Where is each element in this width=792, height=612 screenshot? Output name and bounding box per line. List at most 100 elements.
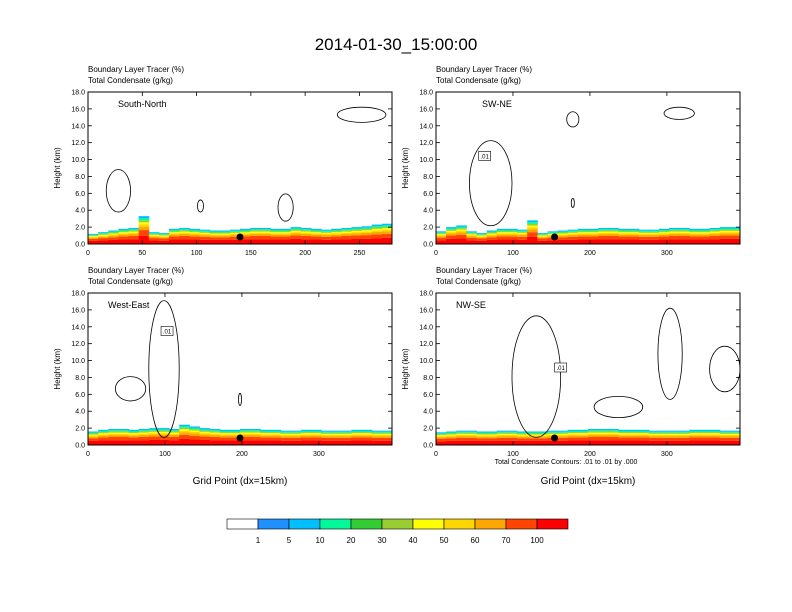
- tracer-cell: [209, 239, 221, 244]
- tracer-cell: [138, 230, 150, 236]
- tracer-cell: [598, 227, 609, 230]
- tracer-cell: [371, 437, 383, 441]
- tracer-cell: [527, 220, 538, 223]
- panel-header-condensate: Total Condensate (g/kg): [88, 277, 173, 286]
- tracer-cell: [108, 232, 119, 234]
- tracer-cell: [669, 230, 680, 232]
- cloud-contour: [277, 193, 294, 222]
- tracer-cell: [219, 234, 231, 236]
- tracer-cell: [98, 429, 109, 432]
- tracer-cell: [709, 227, 721, 230]
- tracer-cell: [588, 236, 599, 240]
- tracer-cell: [209, 431, 221, 433]
- tracer-cell: [577, 431, 589, 433]
- tracer-cell: [537, 240, 548, 244]
- x-tick-label: 100: [191, 250, 203, 257]
- tracer-cell: [466, 436, 478, 438]
- tracer-cell: [486, 431, 498, 433]
- tracer-cell: [381, 430, 393, 432]
- tracer-cell: [189, 233, 200, 235]
- tracer-cell: [527, 232, 538, 237]
- tracer-cell: [128, 431, 140, 433]
- tracer-cell: [98, 235, 109, 237]
- tracer-cell: [371, 430, 383, 432]
- cloud-contour: [197, 199, 204, 213]
- tracer-cell: [436, 436, 447, 438]
- tracer-cell: [618, 236, 630, 240]
- tracer-cell: [219, 231, 231, 233]
- tracer-cell: [669, 433, 680, 435]
- tracer-cell: [310, 232, 322, 234]
- tracer-cell: [689, 234, 700, 237]
- tracer-cell: [138, 235, 150, 244]
- tracer-cell: [527, 434, 538, 436]
- tracer-cell: [577, 434, 589, 436]
- tracer-cell: [466, 234, 478, 236]
- tracer-cell: [648, 231, 660, 233]
- tracer-cell: [321, 433, 332, 435]
- tracer-cell: [240, 428, 251, 431]
- tracer-cell: [300, 232, 312, 235]
- tracer-cell: [628, 429, 640, 432]
- x-tick-label: 0: [86, 451, 90, 458]
- tracer-cell: [361, 228, 373, 231]
- tracer-cell: [638, 235, 650, 237]
- contour-label-box: [478, 151, 491, 161]
- tracer-cell: [689, 232, 700, 234]
- tracer-cell: [628, 433, 640, 435]
- tracer-cell: [98, 434, 109, 436]
- tracer-cell: [250, 430, 261, 432]
- tracer-cell: [189, 426, 200, 428]
- colorbar-swatch: [257, 518, 290, 530]
- tracer-cell: [446, 232, 457, 234]
- tracer-cell: [148, 429, 160, 431]
- tracer-cell: [361, 431, 373, 433]
- tracer-cell: [138, 216, 150, 219]
- tracer-cell: [361, 231, 373, 234]
- tracer-cell: [608, 433, 619, 436]
- tracer-cell: [486, 435, 498, 437]
- tracer-cell: [321, 230, 332, 232]
- tracer-cell: [506, 436, 518, 438]
- tracer-cell: [719, 233, 731, 236]
- tracer-cell: [260, 239, 271, 244]
- panel-header-tracer: Boundary Layer Tracer (%): [88, 65, 184, 74]
- tracer-cell: [506, 230, 518, 232]
- tracer-cell: [658, 432, 670, 434]
- tracer-cell: [128, 437, 140, 441]
- tracer-cell: [209, 430, 221, 432]
- tracer-cell: [351, 232, 363, 234]
- tracer-cell: [669, 430, 680, 432]
- tracer-cell: [250, 234, 261, 236]
- tracer-cell: [98, 233, 109, 235]
- tracer-cell: [669, 434, 680, 437]
- tracer-cell: [280, 231, 292, 233]
- tracer-cell: [148, 433, 160, 435]
- tracer-cell: [719, 433, 731, 435]
- condensate-contours: [511, 307, 741, 438]
- tracer-cell: [628, 228, 640, 231]
- tracer-cell: [567, 229, 579, 231]
- tracer-cell: [270, 239, 282, 244]
- tracer-cell: [260, 227, 271, 230]
- tracer-shading: [88, 424, 393, 445]
- tracer-cell: [648, 434, 660, 437]
- tracer-cell: [199, 232, 211, 234]
- tracer-cell: [658, 431, 670, 433]
- tracer-cell: [118, 440, 130, 445]
- tracer-cell: [638, 230, 650, 232]
- tracer-cell: [88, 438, 99, 441]
- tracer-cell: [669, 231, 680, 233]
- tracer-cell: [537, 432, 548, 434]
- x-axis-label-right: Grid Point (dx=15km): [541, 476, 636, 487]
- tracer-cell: [280, 230, 292, 232]
- tracer-cell: [371, 226, 383, 228]
- tracer-cell: [98, 435, 109, 438]
- cloud-contour: [663, 106, 695, 120]
- tracer-cell: [331, 434, 342, 437]
- tracer-cell: [648, 232, 660, 234]
- contour-footnote: Total Condensate Contours: .01 to .01 by…: [495, 459, 638, 466]
- plot-frame: [87, 292, 393, 446]
- tracer-cell: [138, 224, 150, 227]
- tracer-cell: [567, 231, 579, 233]
